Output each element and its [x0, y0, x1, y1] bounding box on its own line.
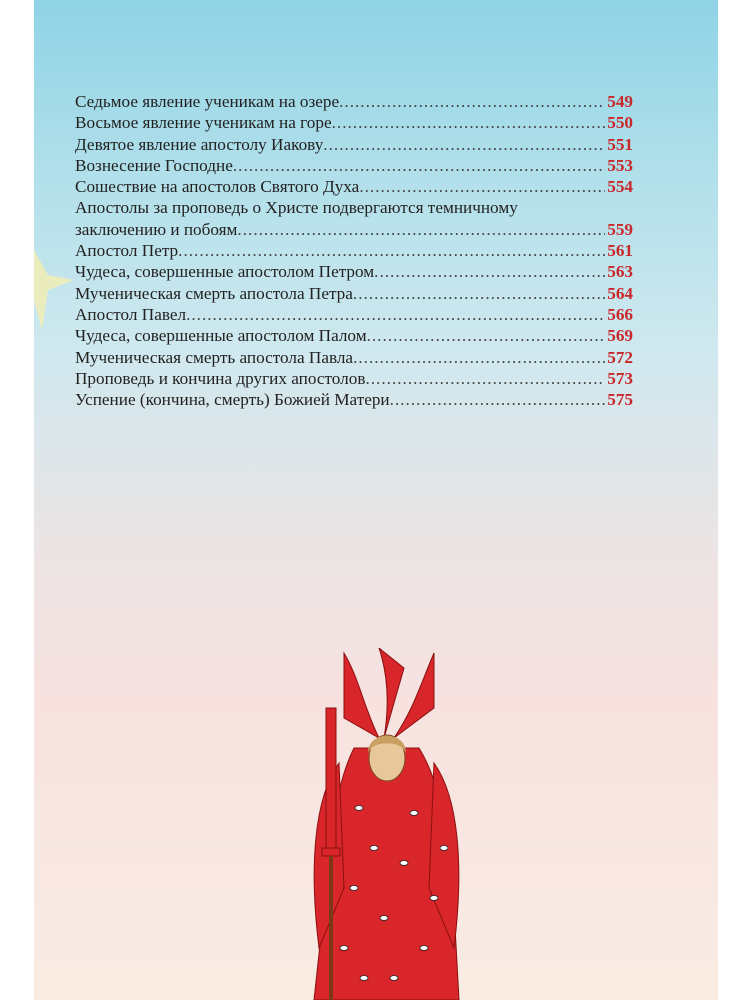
dot-leader [353, 347, 605, 368]
dot-leader [390, 389, 606, 410]
dot-leader [367, 325, 606, 346]
toc-entry-title: Успение (кончина, смерть) Божией Матери [75, 390, 390, 410]
toc-entry-title: Чудеса, совершенные апостолом Палом [75, 326, 367, 346]
toc-entry-title: Мученическая смерть апостола Петра [75, 283, 353, 303]
dot-leader [359, 176, 605, 197]
toc-entry[interactable]: Девятое явление апостолу Иакову 551 [75, 134, 633, 155]
toc-entry-title: Восьмое явление ученикам на горе [75, 113, 332, 133]
toc-entry-title: заключению и побоям [75, 219, 238, 239]
toc-entry-title: Проповедь и кончина других апостолов [75, 368, 366, 388]
dot-leader [233, 155, 605, 176]
dot-leader [365, 368, 605, 389]
toc-page-number: 561 [607, 241, 633, 261]
toc-entry[interactable]: Апостол Павел 566 [75, 304, 633, 325]
toc-entry[interactable]: Апостол Петр 561 [75, 240, 633, 261]
book-page: Седьмое явление ученикам на озере549Вось… [34, 0, 718, 1000]
dot-leader [339, 91, 605, 112]
dot-leader [323, 134, 605, 155]
toc-entry-title: Сошествие на апостолов Святого Духа [75, 177, 360, 197]
toc-page-number: 551 [607, 134, 633, 154]
toc-entry[interactable]: Сошествие на апостолов Святого Духа 554 [75, 176, 633, 197]
dot-leader [374, 261, 605, 282]
toc-entry[interactable]: Мученическая смерть апостола Павла 572 [75, 347, 633, 368]
toc-page-number: 575 [607, 390, 633, 410]
dot-leader [332, 112, 606, 133]
dot-leader [353, 283, 605, 304]
dot-leader [237, 219, 605, 240]
toc-entry-title: Мученическая смерть апостола Павла [75, 347, 354, 367]
toc-page-number: 554 [607, 177, 633, 197]
toc-entry[interactable]: Вознесение Господне 553 [75, 155, 633, 176]
toc-entry[interactable]: Чудеса, совершенные апостолом Палом 569 [75, 325, 633, 346]
toc-page-number: 569 [607, 326, 633, 346]
toc-entry[interactable]: Седьмое явление ученикам на озере 549 [75, 91, 633, 112]
toc-entry[interactable]: Мученическая смерть апостола Петра 564 [75, 283, 633, 304]
dot-leader [186, 304, 605, 325]
dot-leader [178, 240, 605, 261]
toc-entry-title: Апостол Павел [75, 304, 187, 324]
table-of-contents: Седьмое явление ученикам на озере549Вось… [75, 91, 633, 410]
toc-entry-title-line: Апостолы за проповедь о Христе подвергаю… [75, 198, 518, 218]
seraph-illustration [313, 648, 460, 1000]
toc-entry[interactable]: заключению и побоям 559 [75, 219, 633, 240]
toc-entry-title: Чудеса, совершенные апостолом Петром [75, 262, 375, 282]
toc-entry-title: Седьмое явление ученикам на озере [75, 92, 340, 111]
toc-entry[interactable]: Чудеса, совершенные апостолом Петром 563 [75, 261, 633, 282]
toc-page-number: 563 [607, 262, 633, 282]
toc-entry[interactable]: Успение (кончина, смерть) Божией Матери 5… [75, 389, 633, 410]
toc-entry[interactable]: Восьмое явление ученикам на горе 550 [75, 112, 633, 133]
toc-page-number: 553 [607, 155, 633, 175]
star-decoration [34, 250, 74, 330]
toc-page-number: 564 [607, 283, 633, 303]
toc-page-number: 572 [607, 347, 633, 367]
toc-page-number: 559 [607, 219, 633, 239]
toc-entry-title: Вознесение Господне [75, 155, 233, 175]
toc-entry[interactable]: Проповедь и кончина других апостолов 573 [75, 368, 633, 389]
toc-entry-title: Апостол Петр [75, 241, 179, 261]
toc-page-number: 549 [607, 92, 633, 111]
toc-page-number: 573 [607, 368, 633, 388]
toc-page-number: 566 [607, 304, 633, 324]
toc-entry-title: Девятое явление апостолу Иакову [75, 134, 324, 154]
toc-page-number: 550 [607, 113, 633, 133]
